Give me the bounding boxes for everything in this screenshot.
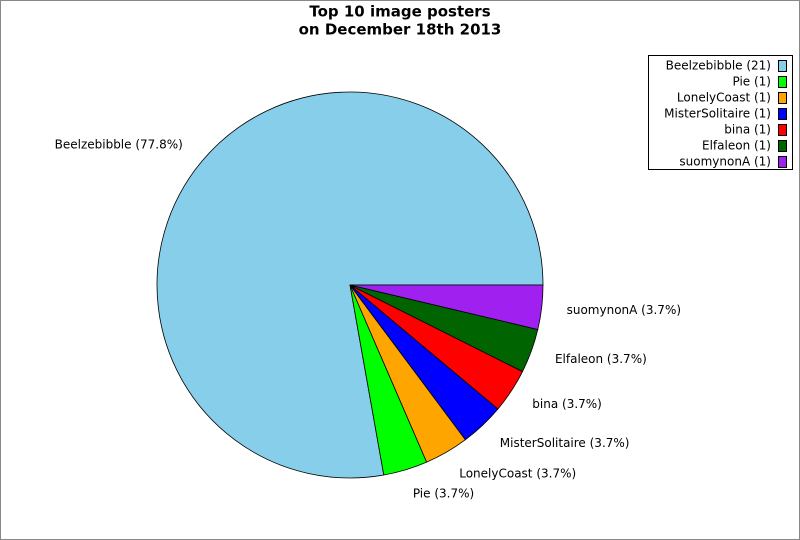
legend-label: LonelyCoast (1) — [677, 91, 771, 105]
pie-slice — [156, 91, 544, 479]
slice-label: bina (3.7%) — [532, 397, 602, 411]
slice-label: Beelzebibble (77.8%) — [55, 137, 183, 151]
legend-box — [648, 55, 793, 170]
legend-label: MisterSolitaire (1) — [664, 107, 771, 121]
legend-swatch — [778, 60, 787, 72]
legend-swatch — [778, 140, 787, 152]
legend-label: Pie (1) — [732, 75, 771, 89]
legend-swatch — [778, 124, 787, 136]
legend-swatch — [778, 156, 787, 168]
legend-swatch — [778, 76, 787, 88]
slice-label: LonelyCoast (3.7%) — [459, 466, 576, 480]
slice-label: suomynonA (3.7%) — [567, 303, 681, 317]
slice-label: MisterSolitaire (3.7%) — [500, 436, 630, 450]
legend-swatch — [778, 108, 787, 120]
chart-title: on December 18th 2013 — [299, 21, 502, 39]
legend-label: Beelzebibble (21) — [666, 59, 771, 73]
legend-label: bina (1) — [724, 123, 771, 137]
slice-label: Pie (3.7%) — [413, 486, 474, 500]
pie-slice — [349, 284, 544, 330]
chart-title: Top 10 image posters — [309, 3, 490, 21]
legend-label: suomynonA (1) — [679, 155, 771, 169]
legend-swatch — [778, 92, 787, 104]
legend-label: Elfaleon (1) — [702, 139, 771, 153]
slice-label: Elfaleon (3.7%) — [555, 352, 647, 366]
